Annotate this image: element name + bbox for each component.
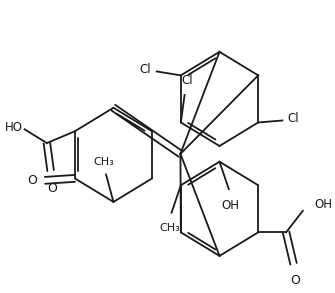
Text: Cl: Cl — [182, 74, 193, 87]
Text: O: O — [48, 182, 57, 195]
Text: OH: OH — [314, 198, 332, 211]
Text: OH: OH — [222, 199, 240, 212]
Text: CH₃: CH₃ — [94, 157, 115, 167]
Text: HO: HO — [4, 121, 22, 134]
Text: Cl: Cl — [288, 112, 299, 125]
Text: CH₃: CH₃ — [159, 222, 180, 233]
Text: O: O — [290, 274, 300, 287]
Text: O: O — [27, 174, 37, 187]
Text: Cl: Cl — [140, 63, 151, 76]
